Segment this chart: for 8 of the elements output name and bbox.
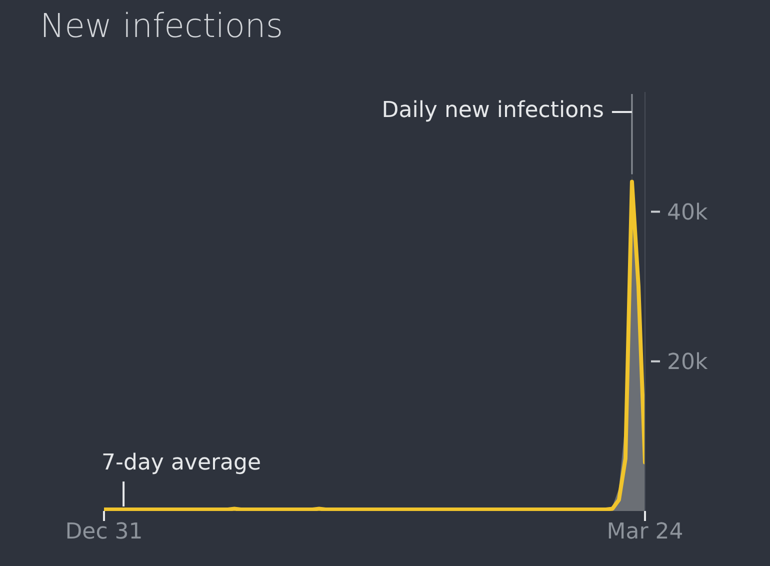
series-label: 7-day average — [102, 450, 262, 476]
line-series — [104, 180, 645, 511]
y-tick-label: 40k — [667, 200, 708, 226]
chart-title: New infections — [40, 6, 284, 45]
x-tick-label: Mar 24 — [606, 520, 684, 545]
text: Daily new infections — [382, 98, 604, 123]
y-tick-label: 20k — [667, 350, 708, 376]
x-tick-label: Dec 31 — [65, 520, 143, 545]
